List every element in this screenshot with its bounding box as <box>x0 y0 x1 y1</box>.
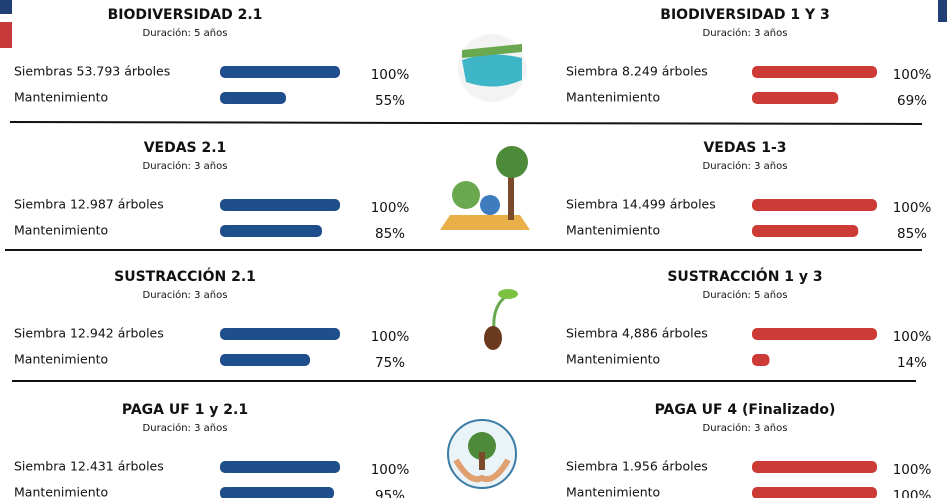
row-label: Siembra 12.942 árboles <box>14 326 164 341</box>
duration: Duración: 3 años <box>143 422 228 434</box>
progress-bar <box>220 199 340 211</box>
page: BIODIVERSIDAD 2.1 Duración: 5 años Siembra… <box>0 0 947 498</box>
progress-bar <box>752 66 877 78</box>
percent-label: 85% <box>897 226 927 242</box>
corner-decor <box>0 22 12 48</box>
separator <box>10 122 922 124</box>
progress-bar <box>752 199 877 211</box>
duration: Duración: 3 años <box>703 27 788 39</box>
row-label: Siembra 4,886 árboles <box>566 326 708 341</box>
duration: Duración: 3 años <box>143 160 228 172</box>
corner-decor <box>938 0 947 22</box>
duration: Duración: 3 años <box>703 422 788 434</box>
progress-bar <box>220 328 340 340</box>
panel-title: VEDAS 1-3 <box>703 140 786 156</box>
progress-bar <box>752 487 877 498</box>
percent-label: 85% <box>375 226 405 242</box>
progress-bar <box>220 66 340 78</box>
progress-bar <box>752 354 770 366</box>
progress-bar <box>220 92 286 104</box>
percent-label: 75% <box>375 355 405 371</box>
seed-icon <box>484 289 518 350</box>
percent-label: 55% <box>375 93 405 109</box>
progress-bar <box>752 225 858 237</box>
tree-icon <box>440 146 530 230</box>
percent-label: 14% <box>897 355 927 371</box>
panel-title: SUSTRACCIÓN 2.1 <box>114 267 256 285</box>
progress-bar <box>220 354 310 366</box>
panel-title: BIODIVERSIDAD 2.1 <box>108 7 263 23</box>
row-label: Mantenimiento <box>14 223 108 238</box>
panel-title: VEDAS 2.1 <box>144 140 227 156</box>
hands-icon <box>448 420 516 488</box>
percent-label: 100% <box>893 329 932 345</box>
progress-bar <box>220 461 340 473</box>
row-label: Siembra 12.987 árboles <box>14 197 164 212</box>
percent-label: 100% <box>893 67 932 83</box>
row-label: Siembra 12.431 árboles <box>14 459 164 474</box>
duration: Duración: 5 años <box>703 289 788 301</box>
progress-bar <box>220 487 334 498</box>
progress-bar <box>752 328 877 340</box>
percent-label: 100% <box>893 488 932 498</box>
percent-label: 100% <box>371 200 410 216</box>
duration: Duración: 5 años <box>143 27 228 39</box>
progress-bar <box>752 92 838 104</box>
row-label: Mantenimiento <box>14 352 108 367</box>
corner-decor <box>0 0 12 14</box>
row-label: Mantenimiento <box>14 485 108 498</box>
row-label: Mantenimiento <box>566 352 660 367</box>
percent-label: 100% <box>893 200 932 216</box>
row-label: Siembra 14.499 árboles <box>566 197 716 212</box>
duration: Duración: 3 años <box>143 289 228 301</box>
progress-bar <box>752 461 877 473</box>
panel-title: SUSTRACCIÓN 1 y 3 <box>667 267 822 285</box>
infographic: BIODIVERSIDAD 2.1 Duración: 5 años Siembra… <box>0 0 947 498</box>
row-label: Mantenimiento <box>566 485 660 498</box>
percent-label: 69% <box>897 93 927 109</box>
river-icon <box>458 34 526 102</box>
percent-label: 95% <box>375 488 405 498</box>
row-label: Mantenimiento <box>566 90 660 105</box>
row-label: Siembras 53.793 árboles <box>14 64 170 79</box>
duration: Duración: 3 años <box>703 160 788 172</box>
panel-title: PAGA UF 4 (Finalizado) <box>655 402 836 418</box>
panel-title: BIODIVERSIDAD 1 Y 3 <box>660 7 829 23</box>
percent-label: 100% <box>371 329 410 345</box>
percent-label: 100% <box>371 462 410 478</box>
row-label: Siembra 1.956 árboles <box>566 459 708 474</box>
percent-label: 100% <box>371 67 410 83</box>
row-label: Siembra 8.249 árboles <box>566 64 708 79</box>
percent-label: 100% <box>893 462 932 478</box>
row-label: Mantenimiento <box>566 223 660 238</box>
panel-title: PAGA UF 1 y 2.1 <box>122 402 248 418</box>
row-label: Mantenimiento <box>14 90 108 105</box>
progress-bar <box>220 225 322 237</box>
